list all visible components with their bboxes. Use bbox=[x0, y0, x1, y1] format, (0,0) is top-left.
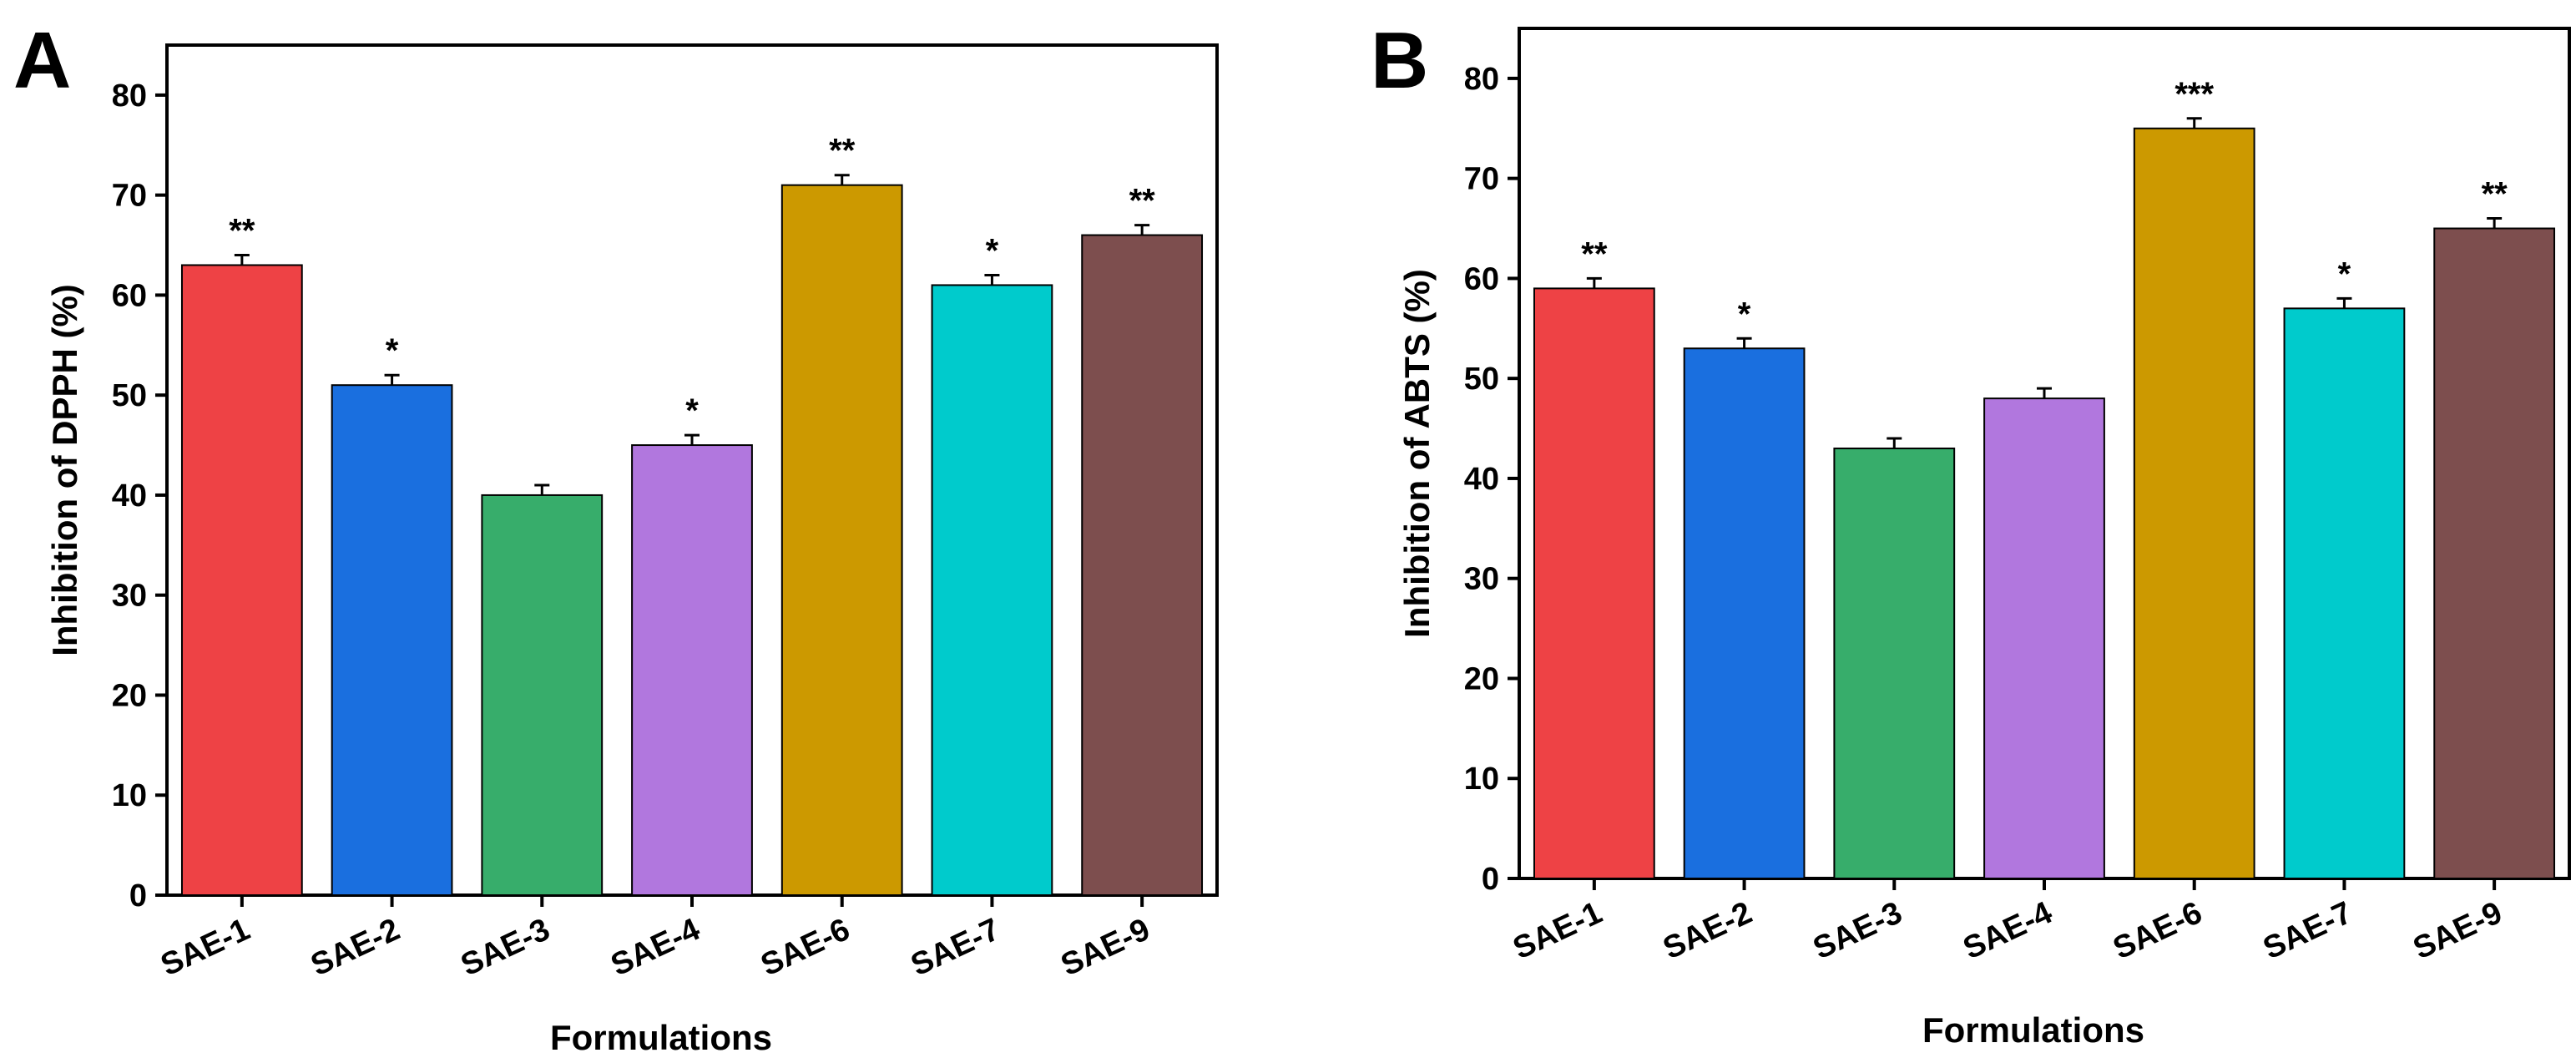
panel-b-y-tick-label: 50 bbox=[1464, 362, 1499, 397]
panel-b-y-tick-label: 70 bbox=[1464, 162, 1499, 197]
panel-a-category-label: SAE-4 bbox=[606, 912, 705, 983]
panel-b-bar-sae-2 bbox=[1683, 347, 1806, 879]
panel-b-category-label: SAE-7 bbox=[2258, 895, 2357, 966]
panel-b-y-tick-label: 60 bbox=[1464, 261, 1499, 296]
panel-b-category-label: SAE-9 bbox=[2408, 895, 2508, 966]
panel-b-y-tick-label: 80 bbox=[1464, 62, 1499, 97]
panel-b-y-tick-label: 40 bbox=[1464, 462, 1499, 497]
panel-a-bars: ** SAE-1 * SAE-2 SAE-3 * SAE-4 ** SAE-6 * SAE-7 ** S… bbox=[155, 133, 1204, 983]
panel-b-y-tick-label: 0 bbox=[1482, 862, 1499, 897]
panel-b-bar-sae-9 bbox=[2433, 227, 2556, 879]
panel-a-y-tick-label: 30 bbox=[112, 579, 147, 614]
panel-a-bar-sae-1 bbox=[180, 264, 303, 896]
panel-b-bar-sae-3 bbox=[1833, 448, 1956, 879]
panel-a-y-tick-label: 70 bbox=[112, 179, 147, 214]
panel-b-category-label: SAE-6 bbox=[2108, 895, 2207, 966]
panel-b-significance-label: ** bbox=[2482, 176, 2508, 213]
panel-a-category-label: SAE-7 bbox=[906, 912, 1005, 983]
panel-a-bar-sae-7 bbox=[931, 284, 1053, 896]
panel-a-dpph-chart: A 0 10 20 30 40 50 60 70 80 ** SAE-1 * SAE-2 SAE-3 * S… bbox=[13, 16, 1219, 1057]
panel-b-y-axis: 0 10 20 30 40 50 60 70 80 bbox=[1464, 62, 1519, 897]
panel-a-y-tick-label: 40 bbox=[112, 478, 147, 514]
panel-b-y-tick-label: 10 bbox=[1464, 762, 1499, 797]
panel-a-bar-sae-6 bbox=[780, 184, 903, 896]
panel-b-bar-sae-7 bbox=[2283, 307, 2406, 879]
panel-a-category-label: SAE-1 bbox=[155, 912, 255, 983]
panel-b-bar-sae-6 bbox=[2133, 127, 2255, 879]
panel-b-category-label: SAE-2 bbox=[1658, 895, 1757, 966]
panel-a-bar-sae-9 bbox=[1081, 234, 1204, 897]
panel-a-bar-sae-3 bbox=[481, 494, 604, 896]
panel-b-x-axis-label: Formulations bbox=[1922, 1010, 2144, 1050]
panel-a-x-axis-label: Formulations bbox=[550, 1018, 772, 1057]
panel-b-significance-label: * bbox=[2338, 256, 2351, 292]
panel-a-category-label: SAE-9 bbox=[1056, 912, 1155, 983]
panel-b-significance-label: * bbox=[1738, 296, 1751, 332]
panel-a-significance-label: * bbox=[386, 332, 399, 369]
panel-a-y-tick-label: 20 bbox=[112, 678, 147, 713]
panel-b-letter: B bbox=[1371, 16, 1428, 105]
panel-a-category-label: SAE-2 bbox=[306, 912, 405, 983]
panel-a-significance-label: ** bbox=[1129, 183, 1156, 220]
panel-a-y-tick-label: 50 bbox=[112, 378, 147, 413]
panel-a-category-label: SAE-6 bbox=[755, 912, 855, 983]
panel-b-category-label: SAE-3 bbox=[1808, 895, 1907, 966]
panel-a-y-tick-label: 80 bbox=[112, 78, 147, 114]
panel-b-abts-chart: B 0 10 20 30 40 50 60 70 80 ** SAE-1 * SAE-2 SAE-3 SA… bbox=[1371, 16, 2571, 1050]
panel-b-category-label: SAE-4 bbox=[1958, 895, 2058, 966]
panel-a-y-axis-label: Inhibition of DPPH (%) bbox=[45, 284, 84, 656]
panel-a-y-tick-label: 10 bbox=[112, 778, 147, 813]
panel-a-bar-sae-4 bbox=[631, 444, 753, 896]
panel-a-significance-label: * bbox=[986, 232, 999, 269]
panel-b-significance-label: ** bbox=[1581, 235, 1608, 272]
panel-b-bars: ** SAE-1 * SAE-2 SAE-3 SAE-4 *** SAE-6 * SAE-7 ** S… bbox=[1508, 76, 2556, 966]
panel-a-y-tick-label: 0 bbox=[129, 878, 147, 914]
panel-b-y-axis-label: Inhibition of ABTS (%) bbox=[1397, 269, 1437, 638]
panel-a-significance-label: ** bbox=[829, 133, 856, 170]
panel-b-y-tick-label: 30 bbox=[1464, 562, 1499, 597]
panel-b-bar-sae-1 bbox=[1533, 287, 1655, 879]
panel-b-bar-sae-4 bbox=[1983, 397, 2105, 880]
panel-b-significance-label: *** bbox=[2174, 76, 2214, 113]
panel-a-y-tick-label: 60 bbox=[112, 278, 147, 313]
panel-a-y-axis: 0 10 20 30 40 50 60 70 80 bbox=[112, 78, 167, 914]
panel-a-significance-label: * bbox=[685, 392, 699, 429]
panel-b-category-label: SAE-1 bbox=[1508, 895, 1607, 966]
panel-a-category-label: SAE-3 bbox=[456, 912, 555, 983]
panel-b-y-tick-label: 20 bbox=[1464, 661, 1499, 696]
panel-a-letter: A bbox=[13, 16, 71, 105]
panel-a-bar-sae-2 bbox=[331, 384, 453, 896]
panel-a-significance-label: ** bbox=[229, 213, 255, 250]
